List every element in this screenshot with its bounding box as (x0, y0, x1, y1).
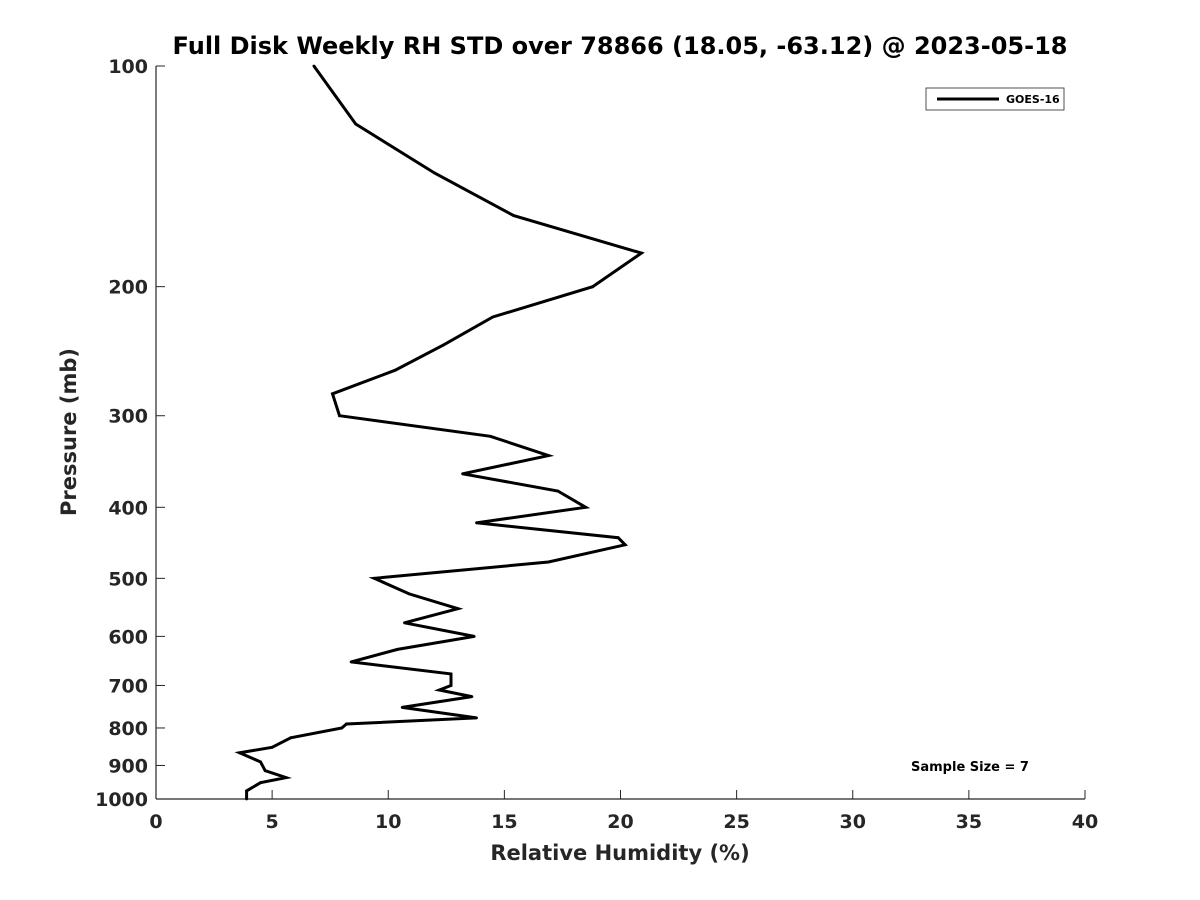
x-tick-label: 40 (1072, 811, 1098, 833)
y-tick-label: 1000 (95, 789, 148, 811)
y-tick-label: 500 (108, 568, 148, 590)
data-point (456, 607, 460, 611)
x-tick-label: 20 (607, 811, 633, 833)
data-point (259, 760, 262, 764)
x-tick-label: 15 (491, 811, 517, 833)
data-point (259, 781, 262, 785)
data-point (512, 214, 516, 218)
legend-label: GOES-16 (1006, 93, 1060, 106)
data-point (475, 521, 478, 525)
y-tick-label: 300 (108, 406, 148, 428)
plot-area (156, 66, 1085, 799)
chart-title: Full Disk Weekly RH STD over 78866 (18.0… (173, 32, 1068, 60)
data-point (449, 684, 453, 687)
data-point (372, 576, 376, 580)
data-point (433, 171, 437, 175)
x-tick-label: 0 (149, 811, 162, 833)
data-point (623, 543, 627, 547)
y-tick-label: 900 (108, 755, 148, 777)
data-point (547, 560, 550, 564)
data-point (263, 769, 267, 773)
data-point (345, 722, 348, 726)
y-tick-label: 100 (108, 56, 148, 78)
data-point (591, 285, 594, 289)
data-point (393, 368, 397, 372)
data-point (403, 621, 406, 625)
y-tick-label: 400 (108, 497, 148, 519)
x-tick-label: 10 (375, 811, 401, 833)
y-ticks: 100 200 300 400 500 600 700 800 900 1000 (95, 56, 165, 811)
data-point (640, 251, 643, 255)
data-point (289, 736, 293, 740)
series-layer (234, 64, 645, 801)
x-ticks: 0 5 10 15 20 25 30 35 40 (149, 790, 1098, 833)
data-point (396, 648, 399, 651)
data-point (556, 489, 560, 493)
x-tick-label: 25 (723, 811, 749, 833)
x-tick-label: 35 (956, 811, 982, 833)
data-point (461, 472, 464, 476)
data-point (354, 122, 358, 126)
data-point (349, 660, 353, 664)
data-point (437, 688, 441, 692)
data-point (400, 706, 404, 709)
y-tick-label: 200 (108, 277, 148, 299)
data-point (475, 716, 478, 720)
data-point (442, 343, 446, 347)
data-point (340, 726, 344, 730)
x-tick-label: 30 (840, 811, 866, 833)
legend: GOES-16 (925, 87, 1065, 111)
data-point (584, 505, 588, 509)
sample-size-annotation: Sample Size = 7 (911, 760, 1029, 775)
y-tick-label: 800 (108, 718, 148, 740)
data-point (547, 454, 550, 457)
data-point (238, 751, 242, 755)
y-tick-label: 700 (108, 675, 148, 697)
x-tick-label: 5 (266, 811, 279, 833)
data-point (331, 392, 334, 396)
data-point (489, 434, 492, 438)
y-axis-label: Pressure (mb) (57, 348, 81, 516)
data-point (312, 64, 316, 68)
data-point (472, 635, 476, 638)
data-point (407, 592, 411, 596)
data-point (491, 315, 495, 319)
y-tick-label: 600 (108, 626, 148, 648)
data-point (470, 695, 474, 698)
data-point (338, 414, 341, 418)
data-point (270, 745, 274, 749)
data-point (284, 776, 288, 779)
series-line-0 (234, 65, 645, 799)
data-point (245, 789, 249, 793)
data-point (449, 672, 453, 676)
data-point (616, 536, 620, 540)
x-axis-label: Relative Humidity (%) (490, 841, 749, 865)
data-point (245, 797, 249, 801)
